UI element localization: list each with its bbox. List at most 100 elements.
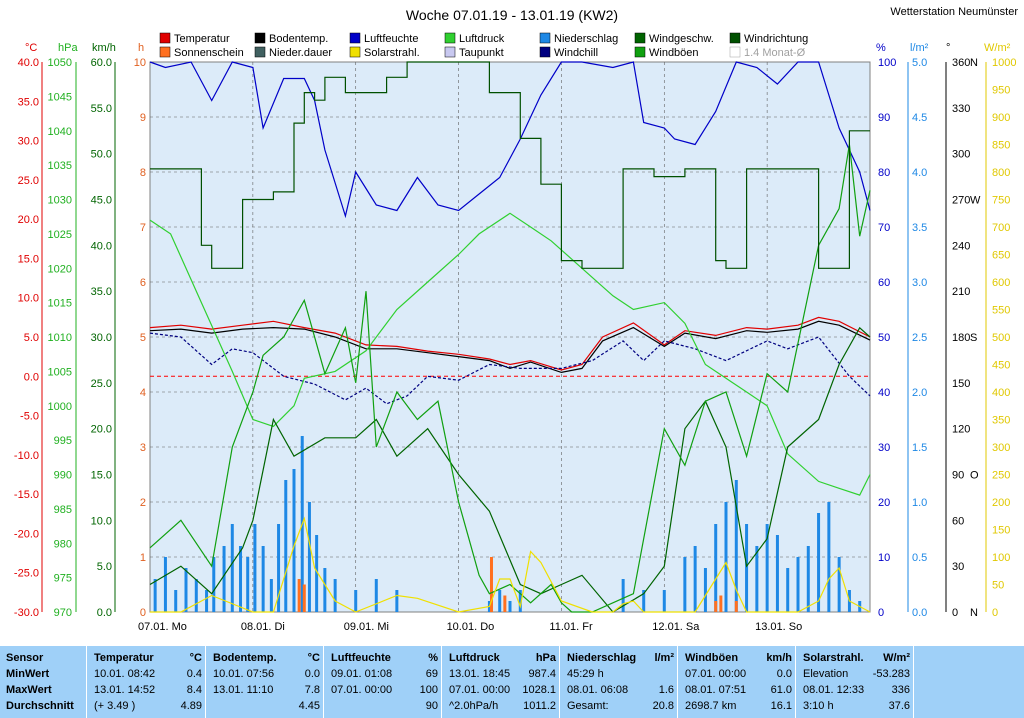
rain-bar	[212, 557, 216, 612]
axis-tick-rain: 1.0	[912, 497, 927, 509]
stats-cell-detail: 2698.7 km	[685, 700, 737, 712]
stats-cell-value: 4.89	[180, 700, 202, 712]
rain-bar	[269, 579, 273, 612]
axis-tick-direction: 330	[952, 103, 970, 115]
stats-unit: °C	[189, 652, 202, 664]
stats-cell-value: 1011.2	[523, 700, 556, 712]
axis-tick-pressure: 985	[54, 504, 72, 516]
rain-bar	[205, 590, 209, 612]
rain-bar	[498, 590, 502, 612]
legend-label: Solarstrahl.	[364, 47, 420, 59]
compass-label: N	[970, 607, 978, 619]
axis-tick-solar: 1000	[992, 57, 1016, 69]
stats-column: Bodentemp. °C 10.01. 07:56 0.0 13.01. 11:10 7…	[207, 650, 324, 716]
axis-tick-humidity: 80	[878, 167, 890, 179]
axis-tick-humidity: 0	[878, 607, 884, 619]
axis-tick-sunshine: 7	[140, 222, 146, 234]
axis-tick-rain: 4.5	[912, 112, 927, 124]
rain-bar	[827, 502, 831, 612]
axis-tick-pressure: 1005	[48, 366, 72, 378]
rain-bar	[734, 480, 738, 612]
legend-swatch	[159, 46, 171, 58]
axis-tick-temperature: 0.0	[24, 371, 39, 383]
axis-tick-humidity: 20	[878, 497, 890, 509]
legend-swatch	[254, 32, 266, 44]
axis-tick-sunshine: 9	[140, 112, 146, 124]
series-line-windben	[149, 144, 871, 613]
axis-tick-direction: 30	[952, 561, 964, 573]
weather-chart: Woche 07.01.19 - 13.01.19 (KW2) Wetterst…	[13, 6, 1019, 633]
rain-bar	[374, 579, 378, 612]
stats-separator	[913, 646, 914, 718]
series-line-luftdruck	[149, 212, 871, 496]
axis-tick-humidity: 100	[878, 57, 896, 69]
stats-cell-detail: 08.01. 12:33	[803, 684, 865, 696]
axis-tick-rain: 1.5	[912, 442, 927, 454]
rain-bar	[755, 546, 759, 612]
axis-tick-wind: 60.0	[91, 57, 112, 69]
legend-label: Windchill	[554, 47, 598, 59]
rain-bar	[806, 546, 810, 612]
axis-tick-pressure: 1030	[48, 195, 72, 207]
rain-bar	[621, 579, 625, 612]
axis-tick-wind: 10.0	[91, 515, 112, 527]
station-name: Wetterstation Neumünster	[890, 6, 1018, 18]
legend-swatch	[254, 46, 266, 58]
stats-cell-detail: 08.01. 06:08	[567, 684, 629, 696]
axis-tick-sunshine: 5	[140, 332, 146, 344]
stats-cell-detail: 45:29 h	[567, 668, 604, 680]
stats-cell-detail: 13.01. 18:45	[449, 668, 511, 680]
stats-cell-value: 37.6	[888, 700, 910, 712]
rain-bar	[837, 557, 841, 612]
axis-tick-temperature: 15.0	[18, 253, 39, 265]
axis-tick-temperature: 25.0	[18, 175, 39, 187]
rain-bar	[714, 524, 718, 612]
stats-unit: l/m²	[654, 652, 674, 664]
axis-tick-sunshine: 10	[134, 57, 146, 69]
axis-tick-rain: 4.0	[912, 167, 927, 179]
stats-separator	[559, 646, 560, 718]
stats-cell-value: 1.6	[658, 684, 674, 696]
axis-tick-direction: 360	[952, 57, 970, 69]
stats-cell-value: 7.8	[304, 684, 320, 696]
stats-cell-detail: 07.01. 00:00	[331, 684, 393, 696]
stats-column: Windböen km/h 07.01. 00:00 0.0 08.01. 07:51 6…	[679, 650, 796, 716]
axis-tick-direction: 90	[952, 470, 964, 482]
legend-label: Windgeschw.	[649, 33, 714, 45]
sunshine-bar	[503, 595, 507, 612]
rain-bar	[277, 524, 281, 612]
legend-swatch	[539, 32, 551, 44]
stats-cell-value: 61.0	[770, 684, 792, 696]
axis-tick-temperature: -5.0	[20, 411, 39, 423]
x-tick-label: 10.01. Do	[447, 621, 495, 633]
axis-tick-solar: 750	[992, 195, 1010, 207]
stats-cell-value: 20.8	[652, 700, 674, 712]
axis-tick-pressure: 980	[54, 538, 72, 550]
row-label-min: MinWert	[6, 668, 50, 680]
axis-tick-temperature: 5.0	[24, 332, 39, 344]
stats-cell-detail: 13.01. 11:10	[213, 684, 274, 696]
stats-cell-detail: 3:10 h	[803, 700, 834, 712]
legend-swatch	[159, 32, 171, 44]
stats-row-labels: Sensor MinWert MaxWert Durchschnitt	[0, 650, 86, 716]
stats-cell-value: 1028.1	[522, 684, 556, 696]
rain-bar	[261, 546, 265, 612]
stats-header: Bodentemp.	[213, 652, 277, 664]
axis-tick-temperature: 20.0	[18, 214, 39, 226]
axis-unit-rain: l/m²	[910, 42, 929, 54]
axis-tick-solar: 800	[992, 167, 1010, 179]
axis-tick-wind: 15.0	[91, 470, 112, 482]
rain-bar	[796, 557, 800, 612]
stats-cell-detail: 07.01. 00:00	[685, 668, 747, 680]
stats-cell-detail: (+ 3.49 )	[94, 700, 136, 712]
legend-label: Nieder.dauer	[269, 47, 332, 59]
rain-bar	[222, 546, 226, 612]
chart-title: Woche 07.01.19 - 13.01.19 (KW2)	[406, 7, 618, 23]
axis-tick-wind: 45.0	[91, 195, 112, 207]
legend-swatch	[444, 46, 456, 58]
axis-tick-wind: 30.0	[91, 332, 112, 344]
legend-swatch	[539, 46, 551, 58]
rain-bar	[333, 579, 337, 612]
rain-bar	[174, 590, 178, 612]
legend-swatch	[729, 46, 741, 58]
